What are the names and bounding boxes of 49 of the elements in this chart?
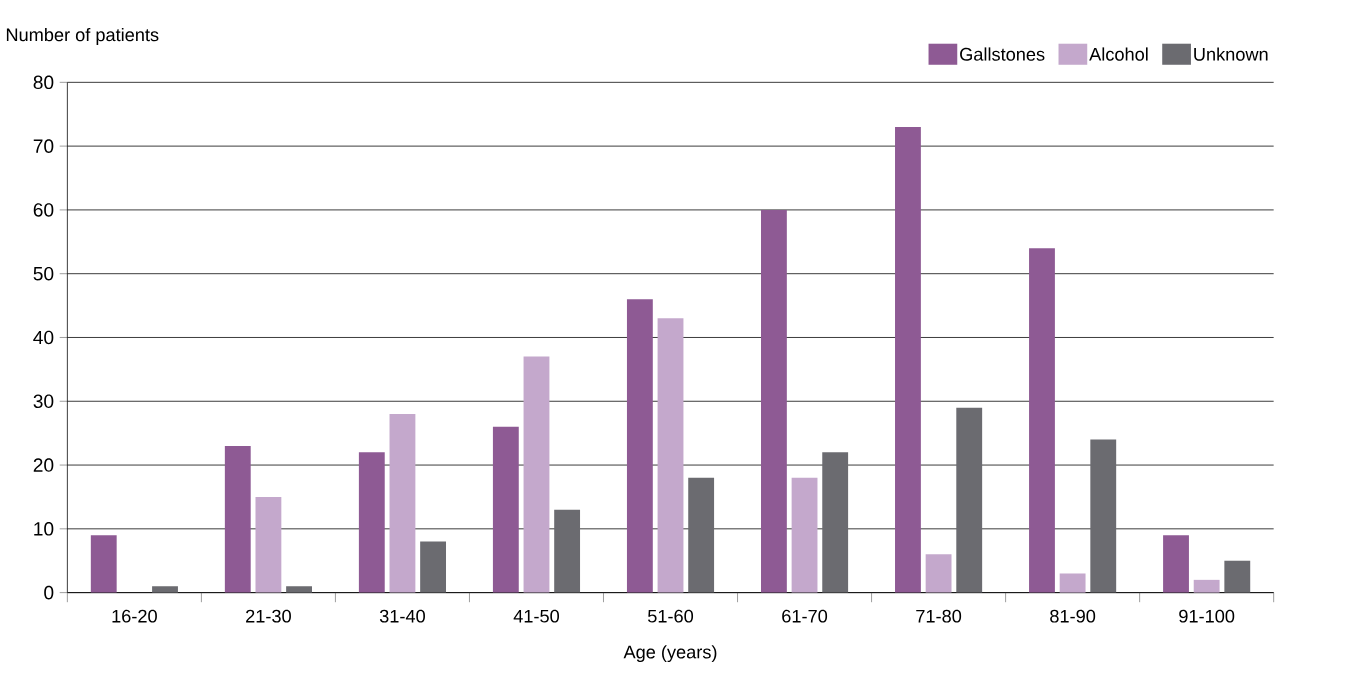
- bar: [760, 209, 787, 593]
- bar: [255, 496, 282, 593]
- bar: [925, 554, 952, 593]
- bar: [358, 452, 385, 593]
- x-tick-label: 71-80: [916, 609, 962, 623]
- bar: [791, 477, 818, 593]
- bar: [956, 407, 983, 593]
- x-tick-label: 31-40: [379, 609, 425, 623]
- x-tick-label: 61-70: [782, 609, 828, 623]
- bar: [1029, 247, 1055, 593]
- bar: [90, 534, 117, 593]
- bar: [822, 452, 849, 593]
- x-tick-label: 41-50: [513, 609, 560, 623]
- bar: [688, 477, 715, 593]
- bar: [1224, 560, 1251, 593]
- x-tick-label: 21-30: [246, 609, 291, 623]
- bar: [389, 413, 416, 593]
- y-tick-label: 60: [33, 202, 54, 217]
- bar: [420, 541, 447, 593]
- y-tick-label: 20: [33, 458, 54, 472]
- legend-label: Alcohol: [1089, 47, 1148, 61]
- y-tick-label: 0: [44, 585, 54, 600]
- x-tick-label: 91-100: [1179, 609, 1235, 623]
- y-tick-label: 50: [33, 266, 54, 281]
- bar: [554, 509, 581, 593]
- bar: [152, 586, 178, 593]
- bar: [1090, 439, 1117, 593]
- y-tick-label: 40: [33, 330, 54, 345]
- bar: [626, 298, 653, 593]
- y-tick-label: 80: [33, 75, 54, 89]
- x-axis-title: Age (years): [623, 644, 717, 662]
- bar: [286, 586, 312, 593]
- y-tick-label: 30: [33, 394, 54, 408]
- bar: [492, 426, 519, 593]
- bar: [224, 445, 251, 593]
- bar: [1193, 579, 1220, 593]
- y-tick-label: 70: [33, 139, 54, 153]
- bar: [1059, 573, 1086, 593]
- x-tick-label: 81-90: [1050, 609, 1096, 623]
- bar: [523, 356, 550, 593]
- bar: [1163, 534, 1189, 593]
- legend-label: Gallstones: [960, 47, 1045, 61]
- y-axis-title: Number of patients: [6, 27, 159, 45]
- x-tick-label: 16-20: [112, 609, 157, 623]
- legend-label: Unknown: [1194, 47, 1268, 61]
- bar: [657, 318, 684, 593]
- bar: [895, 126, 921, 593]
- x-tick-label: 51-60: [647, 609, 694, 623]
- y-tick-label: 10: [34, 521, 54, 536]
